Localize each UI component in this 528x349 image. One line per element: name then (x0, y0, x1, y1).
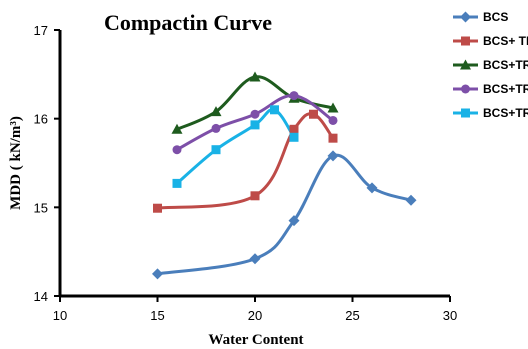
x-tick-label: 25 (345, 308, 359, 323)
data-point (289, 91, 299, 101)
legend-label: BCS (483, 10, 508, 24)
data-point (309, 109, 318, 119)
x-tick-label: 15 (150, 308, 164, 323)
legend-marker (460, 11, 471, 23)
data-point (405, 194, 417, 206)
data-point (249, 71, 261, 82)
data-point (366, 182, 378, 194)
data-point (327, 102, 339, 113)
legend-marker (461, 36, 470, 46)
legend-item: BCS+TR2 (453, 58, 528, 72)
series-markers (152, 71, 417, 280)
legend-label: BCS+TR3 (483, 82, 528, 96)
data-point (328, 133, 338, 143)
data-point (250, 109, 260, 119)
data-point (210, 106, 222, 117)
data-point (288, 215, 300, 227)
axes: 14 15 16 17 10 15 20 25 30 (34, 23, 458, 323)
series-line-0 (157, 153, 412, 276)
x-axis-title: Water Content (208, 332, 303, 348)
legend-marker (461, 108, 470, 118)
legend-marker (461, 84, 470, 94)
legend-item: BCS+ TR1 (453, 34, 528, 48)
legend-item: BCS+TR3 (453, 82, 528, 96)
legend: BCS BCS+ TR1 BCS+TR2 BCS+TR3 BCS+TR4 (453, 10, 528, 120)
data-point (249, 253, 261, 265)
x-tick-label: 20 (248, 308, 262, 323)
legend-label: BCS+TR4 (483, 106, 528, 120)
legend-item: BCS+TR4 (453, 106, 528, 120)
x-tick-label: 10 (53, 308, 67, 323)
data-point (289, 132, 299, 142)
legend-label: BCS+TR2 (483, 58, 528, 72)
x-tick-label: 30 (443, 308, 457, 323)
data-point (289, 124, 299, 134)
chart-title: Compactin Curve (104, 10, 272, 35)
y-tick-label: 15 (34, 200, 48, 215)
data-point (171, 123, 183, 134)
legend-label: BCS+ TR1 (483, 34, 528, 48)
data-point (270, 105, 279, 115)
data-point (172, 178, 182, 188)
data-point (250, 191, 260, 201)
series-lines (157, 75, 412, 276)
data-point (211, 123, 221, 133)
data-point (250, 120, 260, 130)
data-point (152, 268, 163, 280)
y-tick-label: 17 (34, 23, 48, 38)
data-point (327, 150, 339, 162)
data-point (153, 203, 162, 213)
data-point (172, 145, 182, 155)
legend-marker (460, 59, 471, 70)
y-tick-label: 16 (34, 112, 48, 127)
y-tick-label: 14 (34, 289, 48, 304)
data-point (328, 115, 338, 125)
legend-item: BCS (453, 10, 508, 24)
data-point (211, 145, 221, 155)
y-axis-title: MDD ( kN/m³) (8, 116, 24, 210)
